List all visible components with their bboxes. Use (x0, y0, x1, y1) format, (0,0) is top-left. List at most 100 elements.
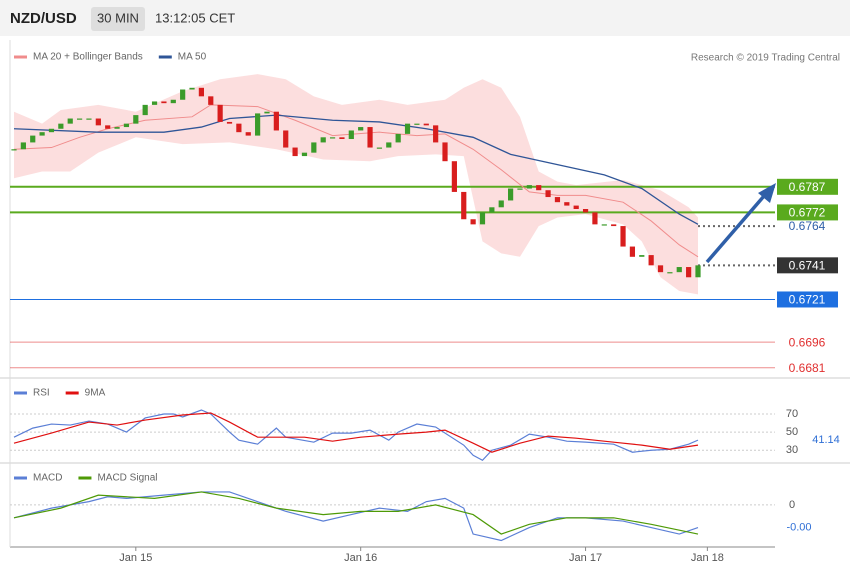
legend-label: MA 50 (178, 52, 207, 63)
candle (648, 255, 654, 266)
candle (283, 130, 289, 148)
candle (358, 127, 364, 131)
candle (479, 212, 486, 225)
level-label: 0.6681 (789, 361, 826, 375)
candle (470, 219, 476, 225)
interval: 30 MIN (97, 10, 139, 25)
candle (161, 101, 167, 104)
candle (236, 123, 242, 133)
legend-label: MA 20 + Bollinger Bands (33, 52, 143, 63)
candle (395, 133, 401, 143)
candle (226, 121, 233, 124)
bollinger-band (14, 74, 698, 295)
candle (30, 135, 36, 143)
x-tick-label: Jan 18 (691, 552, 724, 564)
candle (39, 132, 45, 136)
level-box (777, 178, 838, 195)
candle (451, 161, 457, 192)
candle (217, 104, 223, 122)
clock: 13:12:05 CET (155, 10, 235, 25)
candle (320, 137, 326, 143)
legend-label: MACD Signal (97, 473, 157, 484)
candle (423, 123, 429, 126)
candle (86, 118, 92, 120)
candle (686, 267, 692, 278)
candle (189, 87, 195, 90)
candle (180, 89, 186, 100)
candle (667, 272, 673, 274)
indicator-line (13, 412, 699, 453)
source: Research © 2019 Trading Central (691, 53, 840, 64)
candle (114, 127, 120, 129)
candle (629, 246, 636, 257)
candle (657, 265, 664, 273)
candle (620, 226, 626, 247)
projection-arrow (705, 194, 766, 264)
candle (105, 125, 111, 129)
candle (367, 127, 373, 148)
candle (592, 212, 598, 225)
indicator-line (13, 491, 699, 542)
candle (611, 224, 617, 227)
candle (582, 209, 589, 213)
candle (208, 96, 214, 105)
candle (58, 123, 64, 129)
candle (376, 147, 383, 149)
candle (301, 152, 308, 157)
candle (386, 142, 392, 148)
y-tick-label: 50 (786, 426, 798, 438)
candle (508, 188, 514, 201)
y-tick-label: 30 (786, 444, 798, 456)
legend-label: 9MA (85, 388, 106, 399)
x-tick-label: Jan 17 (569, 552, 602, 564)
candle (133, 115, 139, 124)
ma-line (13, 114, 699, 225)
candle (348, 130, 354, 140)
candle (311, 142, 317, 153)
candle (11, 149, 17, 151)
candle (48, 128, 55, 133)
candle (498, 200, 504, 208)
candle (489, 207, 495, 213)
legend-label: MACD (33, 473, 62, 484)
x-tick-label: Jan 15 (119, 552, 152, 564)
candle (67, 118, 73, 124)
level-label: 0.6741 (789, 259, 826, 273)
candle (554, 197, 561, 203)
candle (545, 190, 551, 198)
candle (142, 104, 148, 116)
indicator-line (13, 409, 699, 462)
candle (695, 265, 701, 278)
candle (20, 142, 26, 150)
candle (442, 142, 448, 162)
level-label: 0.6764 (789, 219, 826, 233)
candle (639, 255, 645, 257)
candle (339, 137, 345, 140)
candle (573, 205, 579, 209)
candle (676, 267, 682, 273)
candle (433, 125, 439, 143)
candle (151, 101, 158, 105)
y-tick-label: 70 (786, 408, 798, 420)
level-box (777, 257, 838, 274)
last-value: -0.00 (786, 521, 811, 533)
x-tick-label: Jan 16 (344, 552, 377, 564)
interval-chip[interactable] (91, 7, 145, 31)
candle (264, 111, 270, 114)
candle (123, 123, 130, 128)
candle (292, 147, 298, 157)
candle (76, 118, 83, 120)
arrow-head (758, 183, 776, 203)
candle (95, 118, 101, 126)
symbol: NZD/USD (10, 10, 77, 27)
candle (601, 224, 607, 226)
candle (526, 185, 532, 189)
candle (245, 132, 251, 136)
level-box (777, 291, 838, 308)
candle (329, 137, 336, 139)
candle (536, 185, 542, 191)
level-label: 0.6696 (789, 335, 826, 349)
candle (461, 191, 467, 220)
